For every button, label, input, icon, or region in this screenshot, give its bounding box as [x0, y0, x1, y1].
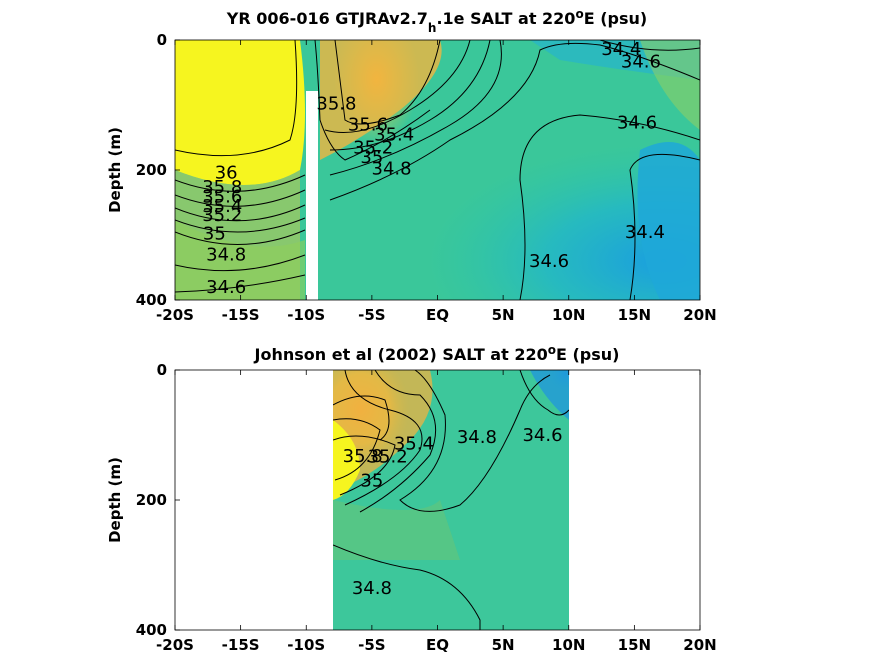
bottom-x-tick-label: 20N — [683, 636, 716, 654]
bottom-contour-label: 35.4 — [394, 433, 434, 454]
top-ticks: -20S -15S -10S -5S EQ 5N 10N 15N 20N 0 200 400 — [136, 31, 717, 324]
bottom-contour-label: 35.8 — [343, 446, 383, 467]
top-x-tick-label: 15N — [618, 306, 651, 324]
top-contour-label: 35.2 — [202, 205, 242, 226]
top-contour-label: 34.8 — [206, 245, 246, 266]
top-contour-label: 35.8 — [316, 94, 356, 115]
top-contour-label: 34.4 — [601, 39, 641, 60]
top-contour-labels: 3635.835.635.435.23534.834.635.835.635.4… — [202, 39, 665, 298]
bottom-y-tick-label: 200 — [136, 491, 167, 509]
top-title-main: YR 006-016 GTJRAv2.7 — [226, 9, 428, 28]
top-contour-label: 35.6 — [348, 115, 388, 136]
bottom-ticks: -20S -15S -10S -5S EQ 5N 10N 15N 20N 0 200 400 — [136, 361, 717, 654]
top-contour-label: 35.4 — [202, 196, 242, 217]
bottom-y-tick-label: 0 — [157, 361, 167, 379]
top-contour-label: 35.4 — [374, 124, 414, 145]
top-contour-label: 34.6 — [529, 251, 569, 272]
top-contour-label: 34.4 — [625, 222, 665, 243]
bottom-contour-labels: 35.435.235.8 35 34.8 34.6 34.8 — [343, 425, 563, 599]
top-y-axis-label: Depth (m) — [106, 127, 124, 213]
bottom-x-tick-label: 15N — [618, 636, 651, 654]
top-y-tick-label: 200 — [136, 161, 167, 179]
top-x-tick-label: EQ — [426, 306, 449, 324]
bottom-y-axis-label: Depth (m) — [106, 457, 124, 543]
bottom-contour-label: 34.8 — [457, 427, 497, 448]
top-contour-label: 34.6 — [206, 277, 246, 298]
bottom-title-sup: o — [548, 343, 556, 357]
top-x-tick-label: -15S — [222, 306, 260, 324]
bottom-contours — [333, 370, 569, 630]
top-x-tick-label: 10N — [552, 306, 585, 324]
top-title: YR 006-016 GTJRAv2.7h.1e SALT at 220oE (… — [226, 7, 647, 35]
top-contour-label: 35.8 — [202, 177, 242, 198]
top-x-tick-label: 5N — [492, 306, 515, 324]
bottom-title: Johnson et al (2002) SALT at 220oE (psu) — [254, 343, 620, 364]
top-contour-label: 36 — [215, 163, 238, 184]
bottom-title-end: E (psu) — [556, 345, 620, 364]
bottom-y-tick-label: 400 — [136, 621, 167, 639]
top-panel: YR 006-016 GTJRAv2.7h.1e SALT at 220oE (… — [106, 7, 717, 324]
bottom-contour-label: 35.2 — [368, 446, 408, 467]
top-contour-label: 34.8 — [372, 159, 412, 180]
top-y-tick-label: 400 — [136, 291, 167, 309]
bottom-x-tick-label: 5N — [492, 636, 515, 654]
top-contour-label: 35.2 — [353, 137, 393, 158]
bottom-x-tick-label: -5S — [358, 636, 385, 654]
top-title-sub: h — [428, 21, 437, 35]
top-contour-label: 35 — [203, 224, 226, 245]
top-x-tick-label: -5S — [358, 306, 385, 324]
bottom-x-tick-label: -10S — [287, 636, 325, 654]
top-heatmap — [175, 40, 700, 300]
top-x-tick-label: -10S — [287, 306, 325, 324]
bottom-heatmap — [333, 370, 569, 630]
top-contour-label: 34.6 — [617, 113, 657, 134]
bottom-contour-label: 35 — [360, 471, 383, 492]
bottom-contour-label: 34.8 — [352, 578, 392, 599]
top-y-tick-label: 0 — [157, 31, 167, 49]
top-contours — [175, 40, 700, 300]
bottom-contour-label: 34.6 — [522, 425, 562, 446]
top-title-sup: o — [575, 7, 583, 21]
top-x-tick-label: 20N — [683, 306, 716, 324]
top-title-end: E (psu) — [584, 9, 648, 28]
bottom-title-main: Johnson et al (2002) SALT at 220 — [254, 345, 548, 364]
bottom-x-tick-label: EQ — [426, 636, 449, 654]
bottom-x-tick-label: 10N — [552, 636, 585, 654]
bottom-x-tick-label: -15S — [222, 636, 260, 654]
bottom-panel: Johnson et al (2002) SALT at 220oE (psu)… — [106, 343, 717, 654]
top-x-tick-label: -20S — [156, 306, 194, 324]
bottom-x-tick-label: -20S — [156, 636, 194, 654]
top-title-rest: .1e SALT at 220 — [436, 9, 575, 28]
top-contour-label: 35 — [360, 147, 383, 168]
top-contour-label: 34.6 — [621, 51, 661, 72]
top-missing-data-strip — [306, 91, 318, 300]
top-contour-label: 35.6 — [202, 187, 242, 208]
